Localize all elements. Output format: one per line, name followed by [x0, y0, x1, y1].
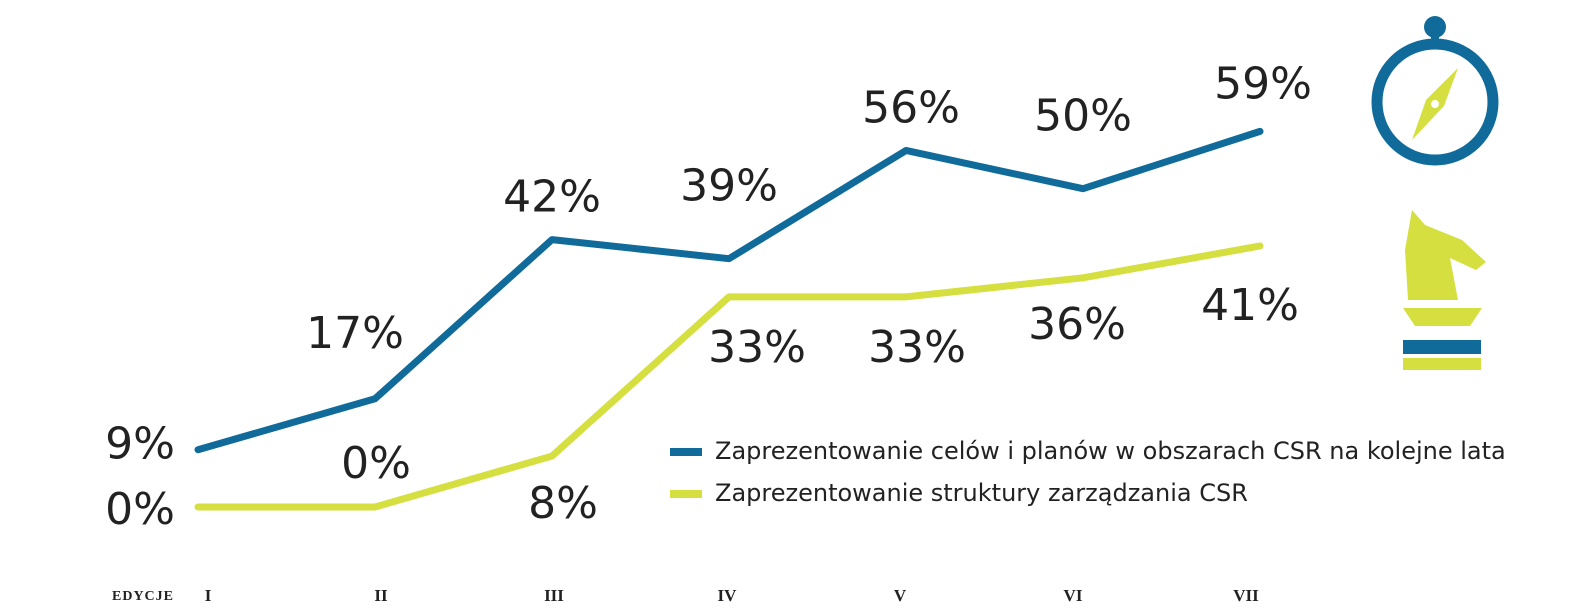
data-label: 33% — [708, 322, 806, 373]
x-tick-label: II — [374, 586, 388, 605]
data-label: 56% — [862, 82, 960, 133]
legend-label: Zaprezentowanie struktury zarządzania CS… — [715, 479, 1248, 507]
legend-swatch — [670, 448, 702, 456]
x-axis-label: EDYCJE — [112, 589, 174, 604]
data-label: 9% — [105, 419, 175, 470]
data-label: 0% — [341, 438, 411, 489]
x-tick-label: III — [544, 586, 564, 605]
x-tick-label: IV — [718, 586, 738, 605]
data-label: 42% — [503, 172, 601, 223]
data-label: 39% — [680, 161, 778, 212]
legend-swatch — [670, 490, 702, 498]
legend-label: Zaprezentowanie celów i planów w obszara… — [715, 437, 1506, 465]
data-label: 59% — [1214, 58, 1312, 109]
x-tick-label: VI — [1064, 586, 1083, 605]
data-label: 33% — [868, 322, 966, 373]
data-label: 41% — [1201, 280, 1299, 331]
knight-icon — [1403, 210, 1486, 370]
data-label: 0% — [105, 484, 175, 535]
data-label: 36% — [1028, 299, 1126, 350]
x-tick-label: I — [205, 586, 212, 605]
series-line — [194, 127, 1264, 454]
compass-icon — [1371, 16, 1499, 166]
data-label: 8% — [528, 478, 598, 529]
data-label: 17% — [306, 308, 404, 359]
data-label: 50% — [1034, 91, 1132, 142]
x-tick-label: V — [894, 586, 907, 605]
x-tick-label: VII — [1233, 586, 1259, 605]
series-line — [194, 242, 1264, 511]
